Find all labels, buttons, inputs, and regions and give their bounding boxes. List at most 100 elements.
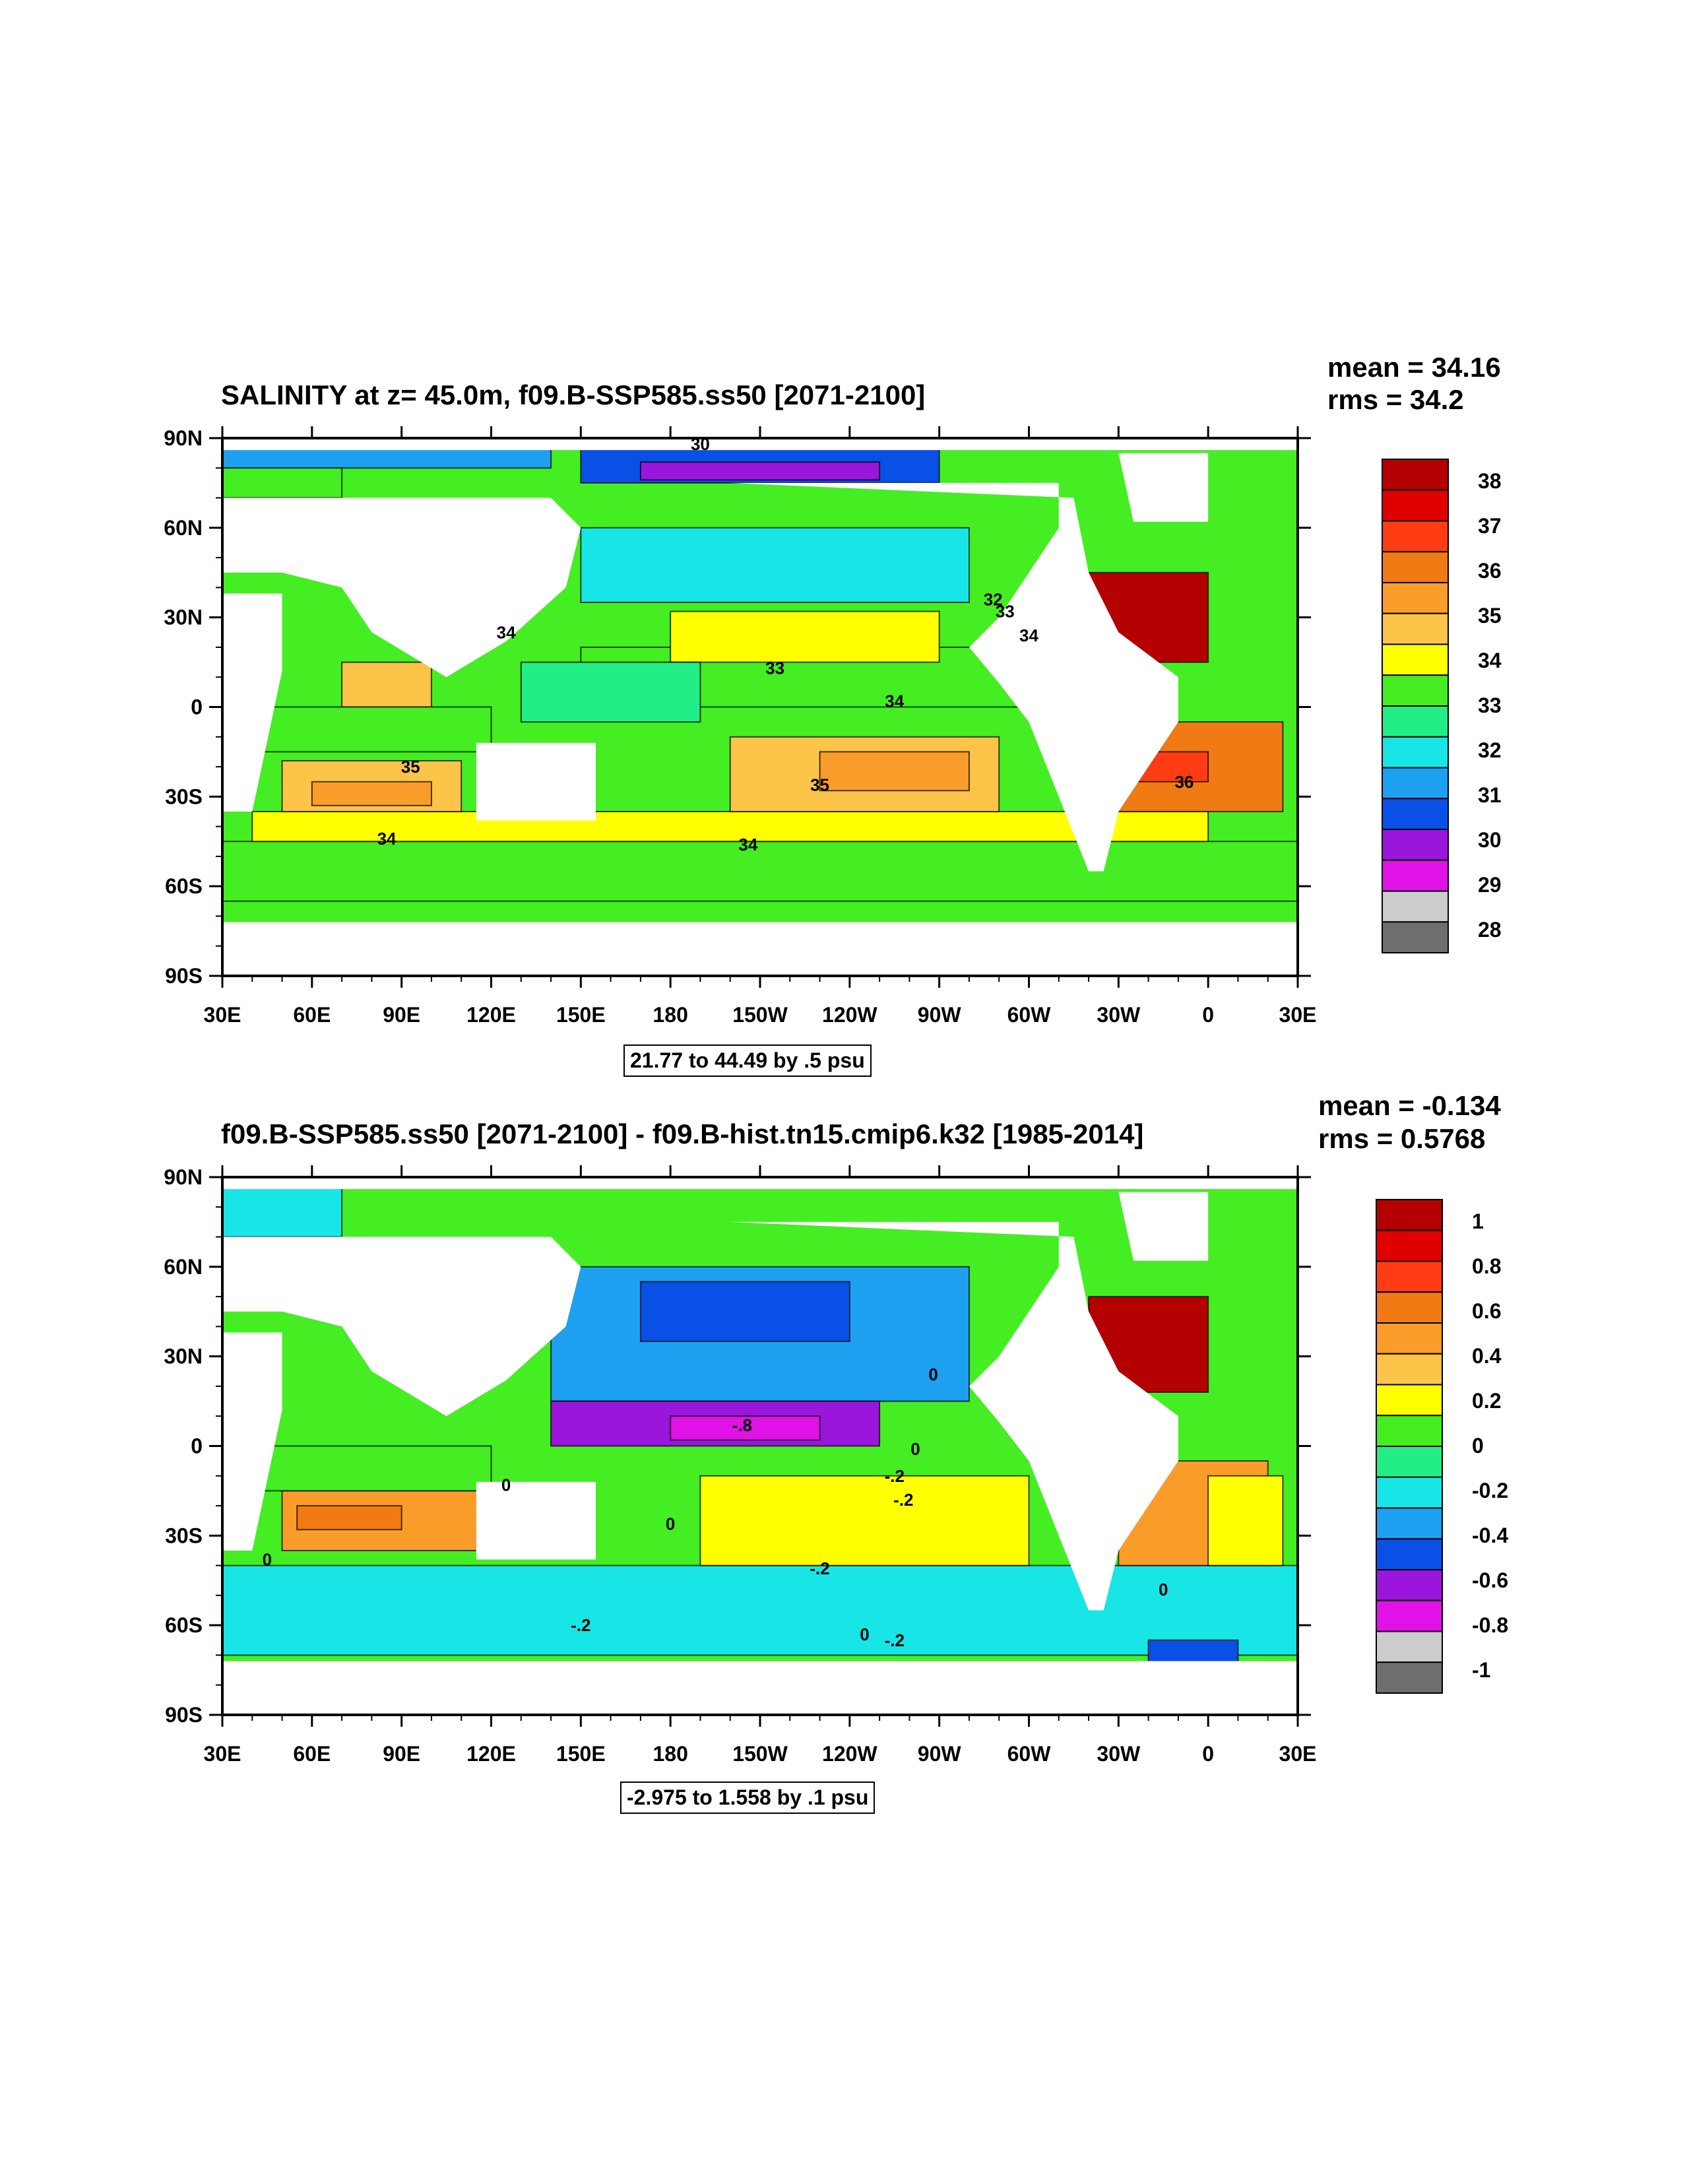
y-tick-label: 90N xyxy=(164,426,203,450)
colorbar-label: 0.2 xyxy=(1472,1389,1501,1413)
colorbar-label: -0.4 xyxy=(1472,1524,1508,1547)
land-mask-2 xyxy=(476,742,596,821)
contour-region-5 xyxy=(819,751,970,792)
x-tick-label: 30W xyxy=(1097,1742,1141,1766)
contour-region-0 xyxy=(222,1564,1298,1656)
contour-label: 30 xyxy=(691,434,710,454)
colorbar-label: 32 xyxy=(1478,738,1502,762)
contour-label: 0 xyxy=(263,1550,272,1570)
colorbar-box xyxy=(1376,1229,1443,1262)
x-tick-label: 0 xyxy=(1202,1003,1214,1027)
map-field xyxy=(222,1177,1298,1715)
land-mask-5 xyxy=(1118,453,1209,522)
x-tick-label: 30E xyxy=(204,1742,241,1766)
colorbar-label: 31 xyxy=(1478,783,1502,807)
map-field xyxy=(222,438,1298,976)
y-tick-label: 30S xyxy=(165,785,203,808)
x-tick-label: 30E xyxy=(1279,1742,1317,1766)
contour-label: -.2 xyxy=(885,1630,905,1650)
x-tick-label: 120E xyxy=(466,1742,516,1766)
colorbar-box xyxy=(1382,921,1449,953)
panel-title: f09.B-SSP585.ss50 [2071-2100] - f09.B-hi… xyxy=(221,1118,1144,1149)
y-tick-label: 60S xyxy=(165,1613,203,1637)
contour-label: 34 xyxy=(738,835,757,854)
colorbar-box xyxy=(1376,1446,1443,1478)
colorbar-label: 33 xyxy=(1478,693,1502,717)
colorbar-label: 34 xyxy=(1478,649,1502,672)
land-mask-6 xyxy=(222,922,1298,976)
rms-stat: rms = 0.5768 xyxy=(1318,1123,1486,1154)
colorbar-box xyxy=(1376,1599,1443,1632)
contour-region-12 xyxy=(1207,1475,1284,1566)
x-tick-label: 30E xyxy=(1279,1003,1317,1027)
contour-label: 36 xyxy=(1174,772,1194,792)
colorbar-box xyxy=(1376,1384,1443,1417)
contour-label: 0 xyxy=(501,1475,511,1494)
y-tick-label: 90S xyxy=(165,1703,203,1727)
land-mask-0 xyxy=(222,1332,282,1551)
contour-label: 0 xyxy=(666,1514,675,1533)
colorbar-box xyxy=(1376,1538,1443,1570)
x-tick-label: 120W xyxy=(822,1003,877,1027)
colorbar-box xyxy=(1382,890,1449,923)
y-tick-label: 90N xyxy=(164,1165,203,1189)
colorbar-box xyxy=(1382,643,1449,676)
colorbar-label: 0.8 xyxy=(1472,1254,1501,1278)
colorbar-box xyxy=(1376,1291,1443,1324)
colorbar-box xyxy=(1376,1353,1443,1386)
land-mask-1 xyxy=(222,498,581,678)
salinity-map: 30E 60E 90E 120E 150E 180 150W 120W 90W 60W 30W 0 30… xyxy=(164,426,1502,1027)
contour-region-9 xyxy=(580,527,970,604)
colorbar-box xyxy=(1382,582,1449,614)
x-tick-label: 150W xyxy=(732,1003,788,1027)
contour-label: 33 xyxy=(765,658,784,678)
colorbar-box xyxy=(1382,798,1449,830)
colorbar: 1 0.8 0.6 0.4 0.2 0 -0.2 -0.4 -0.6 -0.8 -1 xyxy=(1376,1199,1508,1694)
colorbar-label: 0 xyxy=(1472,1434,1484,1458)
mean-stat: mean = -0.134 xyxy=(1318,1090,1501,1121)
y-tick-label: 60N xyxy=(164,516,203,540)
x-tick-label: 120W xyxy=(822,1742,877,1766)
contour-region-2 xyxy=(639,1281,850,1343)
colorbar-label: 30 xyxy=(1478,828,1502,852)
colorbar-label: -1 xyxy=(1472,1658,1490,1682)
contour-label: 34 xyxy=(885,691,904,711)
colorbar-label: 1 xyxy=(1472,1209,1484,1233)
colorbar-label: 0.6 xyxy=(1472,1299,1501,1323)
contour-region-6 xyxy=(296,1505,402,1531)
colorbar-box xyxy=(1376,1476,1443,1509)
panel-title: SALINITY at z= 45.0m, f09.B-SSP585.ss50 … xyxy=(221,379,926,410)
y-tick-label: 0 xyxy=(191,1434,203,1458)
contour-region-14 xyxy=(222,1182,343,1238)
y-tick-label: 60N xyxy=(164,1255,203,1279)
contour-label: -.2 xyxy=(571,1615,590,1635)
x-tick-label: 30W xyxy=(1097,1003,1141,1027)
colorbar-box xyxy=(1382,859,1449,892)
x-tick-label: 90E xyxy=(383,1742,420,1766)
colorbar-box xyxy=(1376,1260,1443,1293)
y-tick-label: 0 xyxy=(191,695,203,719)
land-mask-1 xyxy=(222,1237,581,1417)
colorbar-label: 35 xyxy=(1478,604,1502,627)
colorbar-box xyxy=(1382,705,1449,738)
colorbar-label: 0.4 xyxy=(1472,1344,1502,1368)
x-tick-label: 60E xyxy=(293,1742,331,1766)
contour-label: 32 xyxy=(984,590,1003,610)
x-tick-label: 30E xyxy=(204,1003,241,1027)
contour-label: 0 xyxy=(928,1365,938,1384)
land-mask-2 xyxy=(476,1481,596,1560)
colorbar-label: 37 xyxy=(1478,514,1502,538)
contour-region-9 xyxy=(699,1475,1030,1566)
colorbar-box xyxy=(1376,1199,1443,1231)
colorbar-box xyxy=(1382,674,1449,707)
x-tick-label: 150E xyxy=(556,1003,606,1027)
x-tick-label: 180 xyxy=(653,1003,687,1027)
land-mask-3 xyxy=(222,438,1298,451)
rms-stat: rms = 34.2 xyxy=(1327,384,1464,415)
contour-region-7 xyxy=(251,1445,492,1492)
colorbar-box xyxy=(1376,1507,1443,1540)
contour-label: 35 xyxy=(810,775,829,794)
contour-region-8 xyxy=(520,661,701,723)
x-tick-label: 60W xyxy=(1007,1003,1052,1027)
